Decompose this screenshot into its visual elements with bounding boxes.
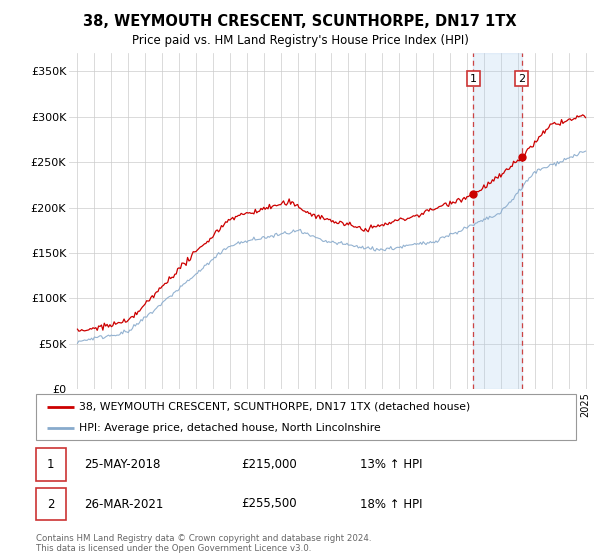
Text: 25-MAY-2018: 25-MAY-2018 (85, 458, 161, 472)
Text: 38, WEYMOUTH CRESCENT, SCUNTHORPE, DN17 1TX (detached house): 38, WEYMOUTH CRESCENT, SCUNTHORPE, DN17 … (79, 402, 470, 412)
Text: 18% ↑ HPI: 18% ↑ HPI (360, 497, 422, 511)
Text: Price paid vs. HM Land Registry's House Price Index (HPI): Price paid vs. HM Land Registry's House … (131, 34, 469, 46)
Text: Contains HM Land Registry data © Crown copyright and database right 2024.
This d: Contains HM Land Registry data © Crown c… (36, 534, 371, 553)
Text: 1: 1 (47, 458, 55, 472)
Bar (36, 449, 66, 481)
Text: £255,500: £255,500 (241, 497, 297, 511)
Text: 1: 1 (470, 73, 477, 83)
Text: 26-MAR-2021: 26-MAR-2021 (85, 497, 164, 511)
Text: 2: 2 (518, 73, 525, 83)
Bar (36, 488, 66, 520)
Bar (473, 53, 521, 389)
Text: 13% ↑ HPI: 13% ↑ HPI (360, 458, 422, 472)
Text: 2: 2 (47, 497, 55, 511)
Text: 38, WEYMOUTH CRESCENT, SCUNTHORPE, DN17 1TX: 38, WEYMOUTH CRESCENT, SCUNTHORPE, DN17 … (83, 14, 517, 29)
Text: £215,000: £215,000 (241, 458, 297, 472)
Text: HPI: Average price, detached house, North Lincolnshire: HPI: Average price, detached house, Nort… (79, 423, 381, 433)
